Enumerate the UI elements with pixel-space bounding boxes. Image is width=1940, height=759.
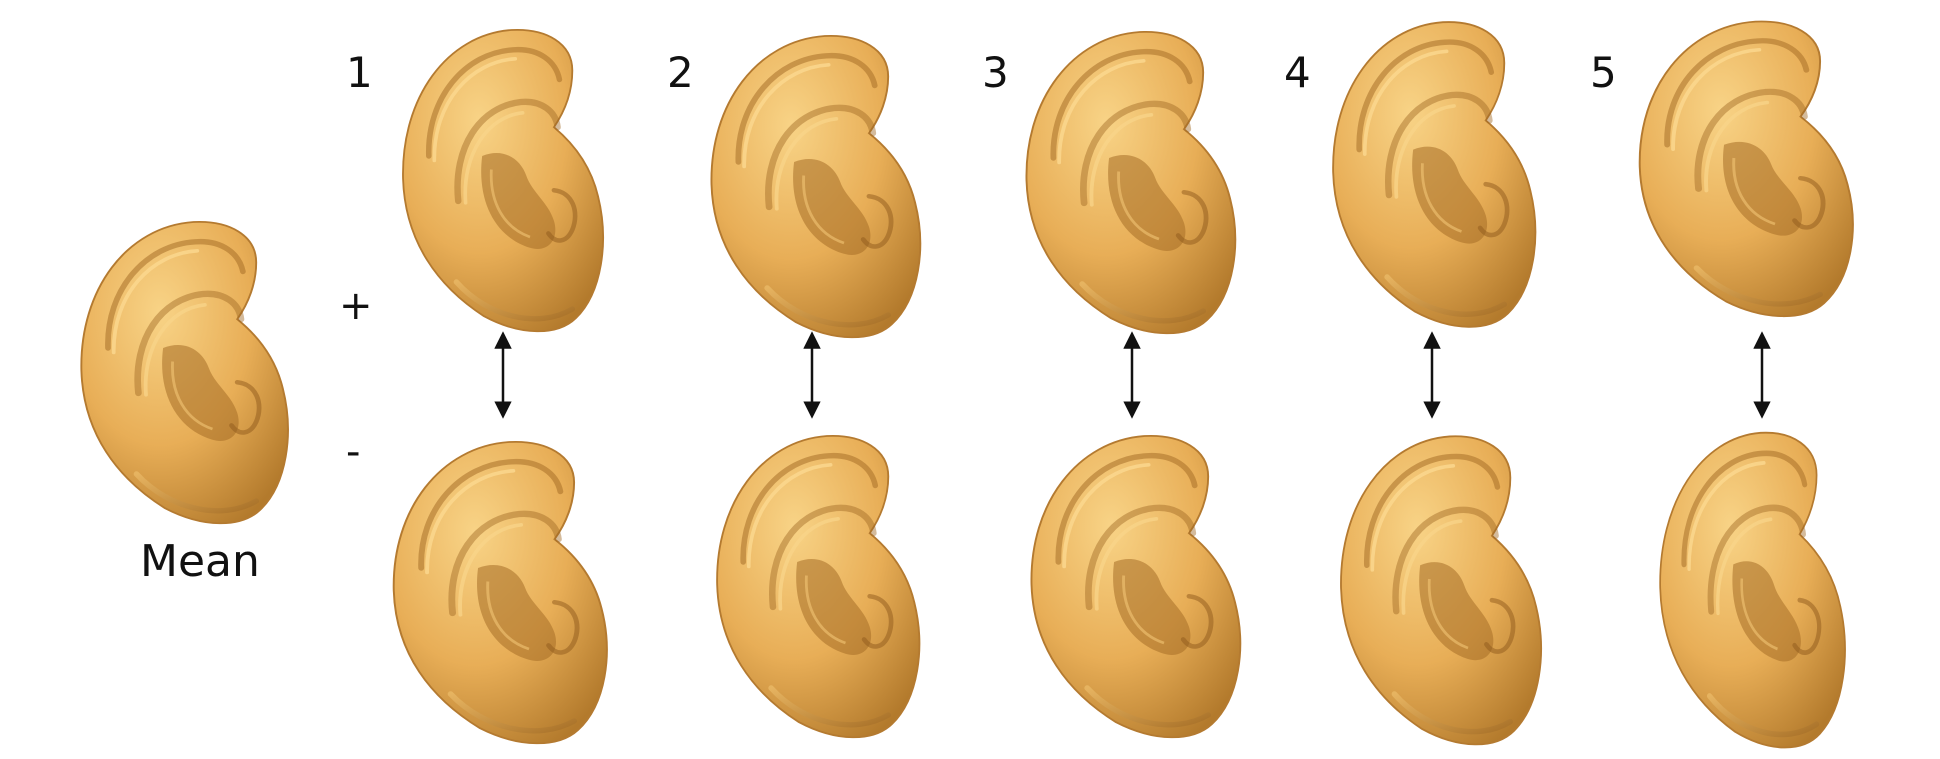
mean-ear-image xyxy=(81,222,288,523)
pc2-minus-ear-image xyxy=(717,436,919,737)
pc5-plus-ear-image xyxy=(1640,21,1853,316)
pc3-minus-ear-image xyxy=(1031,436,1240,737)
pc5-label: 5 xyxy=(1590,48,1617,97)
pc4-plus-ear-image xyxy=(1333,22,1535,327)
pc4-minus-ear-image xyxy=(1341,436,1541,744)
pc4-label: 4 xyxy=(1284,48,1311,97)
pc1-minus-ear-image xyxy=(394,442,607,743)
pc5-minus-ear-image xyxy=(1660,433,1845,748)
pc1-label: 1 xyxy=(346,48,373,97)
pc2-plus-ear-image xyxy=(711,36,920,337)
pc3-plus-ear-image xyxy=(1026,32,1235,333)
minus-sign-label: - xyxy=(346,429,361,475)
pc2-label: 2 xyxy=(667,48,694,97)
pc3-label: 3 xyxy=(982,48,1009,97)
mean-label: Mean xyxy=(140,536,260,587)
plus-sign-label: + xyxy=(339,283,373,329)
pc1-plus-ear-image xyxy=(403,30,603,331)
